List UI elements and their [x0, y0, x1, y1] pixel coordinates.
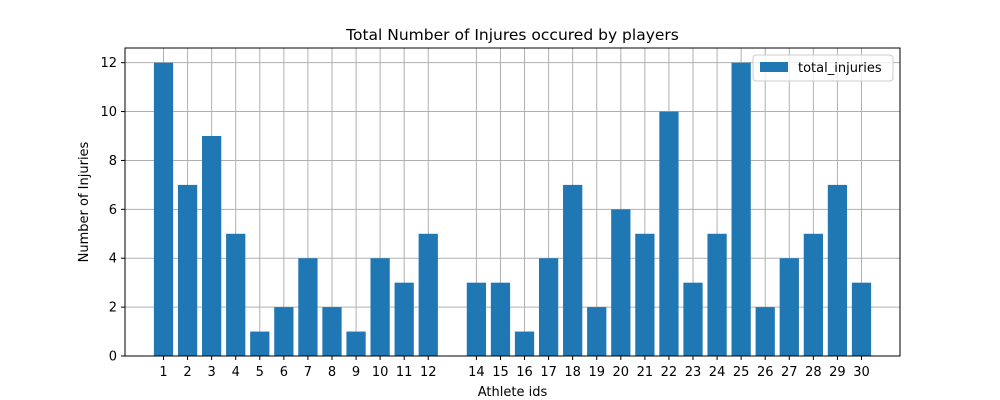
x-tick-label: 12	[420, 365, 437, 380]
x-tick-label: 19	[588, 365, 605, 380]
x-tick-label: 8	[328, 365, 336, 380]
y-tick-label: 6	[109, 203, 117, 218]
x-tick-label: 23	[685, 365, 702, 380]
y-tick-label: 2	[109, 301, 117, 316]
x-tick-label: 28	[805, 365, 822, 380]
x-tick-label: 30	[853, 365, 870, 380]
y-tick-label: 4	[109, 252, 117, 267]
legend-swatch	[760, 62, 788, 72]
x-tick-label: 6	[280, 365, 288, 380]
y-tick-label: 8	[109, 154, 117, 169]
x-tick-label: 21	[637, 365, 654, 380]
y-tick-label: 10	[100, 105, 117, 120]
x-tick-label: 22	[661, 365, 678, 380]
x-tick-label: 26	[757, 365, 774, 380]
bar	[755, 307, 775, 356]
bar	[202, 136, 222, 356]
bar	[346, 331, 366, 356]
x-tick-label: 2	[183, 365, 191, 380]
bar	[851, 282, 872, 356]
bars	[153, 62, 872, 357]
x-tick-label: 18	[564, 365, 581, 380]
x-tick-label: 15	[492, 365, 509, 380]
x-tick-label: 16	[516, 365, 533, 380]
legend-box	[752, 54, 894, 82]
bar	[394, 282, 414, 356]
x-tick-label: 5	[256, 365, 264, 380]
bar	[226, 233, 246, 356]
x-axis: 1 2 3 4 5 6 7 8 9 10 11 12 14 15 16 17 18 19 20 21 22 23 24 25 2…	[159, 356, 870, 380]
x-tick-label: 27	[781, 365, 798, 380]
bar	[514, 331, 535, 356]
x-tick-label: 14	[468, 365, 485, 380]
x-tick-label: 11	[396, 365, 413, 380]
x-tick-label: 29	[829, 365, 846, 380]
x-tick-label: 24	[709, 365, 726, 380]
legend: total_injuries	[752, 54, 894, 82]
bar	[274, 307, 294, 356]
bar	[370, 258, 390, 356]
y-tick-label: 0	[109, 350, 117, 365]
bar	[418, 233, 438, 356]
bar	[611, 209, 631, 356]
plot-frame	[124, 47, 901, 357]
bar	[490, 282, 511, 356]
x-tick-label: 3	[208, 365, 216, 380]
bar	[466, 282, 487, 356]
bar	[153, 62, 174, 357]
x-tick-label: 4	[232, 365, 240, 380]
bar	[177, 184, 198, 356]
chart-title: Total Number of Injures occured by playe…	[345, 26, 679, 44]
bar	[563, 184, 583, 356]
bar	[538, 258, 559, 356]
bar	[250, 331, 270, 356]
x-tick-label: 10	[372, 365, 389, 380]
x-axis-label: Athlete ids	[478, 385, 548, 400]
bar	[707, 233, 727, 356]
x-tick-label: 20	[613, 365, 630, 380]
bar	[683, 282, 703, 356]
bar	[635, 233, 655, 356]
x-tick-label: 25	[733, 365, 750, 380]
y-tick-label: 12	[100, 56, 117, 71]
bar	[803, 233, 823, 356]
bar	[827, 184, 848, 356]
legend-label: total_injuries	[798, 61, 882, 76]
y-axis: 0 2 4 6 8 10 12	[100, 56, 125, 365]
bar	[587, 307, 607, 356]
x-tick-label: 9	[352, 365, 360, 380]
bar	[779, 258, 799, 356]
bar	[322, 307, 342, 356]
bar	[659, 111, 679, 356]
x-tick-label: 1	[159, 365, 167, 380]
x-tick-label: 7	[304, 365, 312, 380]
bar	[298, 258, 318, 356]
bar	[731, 62, 751, 357]
x-tick-label: 17	[540, 365, 557, 380]
y-axis-label: Number of Injuries	[77, 141, 92, 262]
